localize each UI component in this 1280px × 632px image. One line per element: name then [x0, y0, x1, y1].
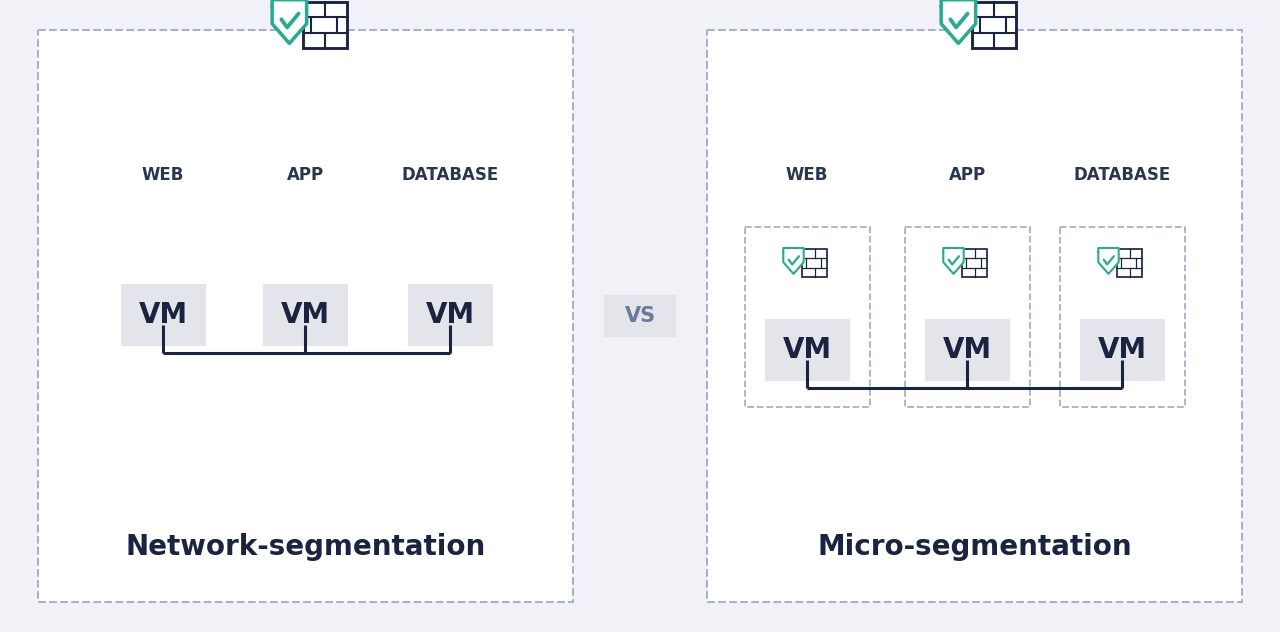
Polygon shape — [1098, 248, 1119, 274]
Text: WEB: WEB — [786, 166, 828, 184]
Bar — [407, 284, 493, 346]
Bar — [924, 319, 1010, 381]
Bar — [604, 295, 676, 337]
Bar — [707, 30, 1242, 602]
Text: VM: VM — [280, 301, 329, 329]
Bar — [262, 284, 347, 346]
Text: APP: APP — [948, 166, 986, 184]
Polygon shape — [273, 0, 307, 44]
Text: VM: VM — [138, 301, 188, 329]
Bar — [905, 227, 1029, 407]
Polygon shape — [783, 248, 804, 274]
Text: VS: VS — [625, 306, 655, 326]
Text: DATABASE: DATABASE — [402, 166, 499, 184]
Bar — [1079, 319, 1165, 381]
Bar — [1116, 250, 1143, 277]
Text: Micro-segmentation: Micro-segmentation — [817, 533, 1132, 561]
Bar — [38, 30, 573, 602]
Bar — [764, 319, 850, 381]
Bar — [38, 30, 573, 602]
Text: APP: APP — [287, 166, 324, 184]
Polygon shape — [943, 248, 964, 274]
Text: VM: VM — [425, 301, 475, 329]
Bar — [707, 30, 1242, 602]
Bar — [120, 284, 206, 346]
Bar — [801, 250, 827, 277]
Text: VM: VM — [782, 336, 832, 364]
Text: VM: VM — [1097, 336, 1147, 364]
Text: Network-segmentation: Network-segmentation — [125, 533, 485, 561]
Bar — [973, 2, 1016, 48]
Text: DATABASE: DATABASE — [1074, 166, 1171, 184]
Bar — [745, 227, 869, 407]
Bar — [961, 250, 987, 277]
Text: VM: VM — [942, 336, 992, 364]
Bar — [303, 2, 347, 48]
Bar — [1060, 227, 1184, 407]
Polygon shape — [941, 0, 975, 44]
Text: WEB: WEB — [142, 166, 184, 184]
